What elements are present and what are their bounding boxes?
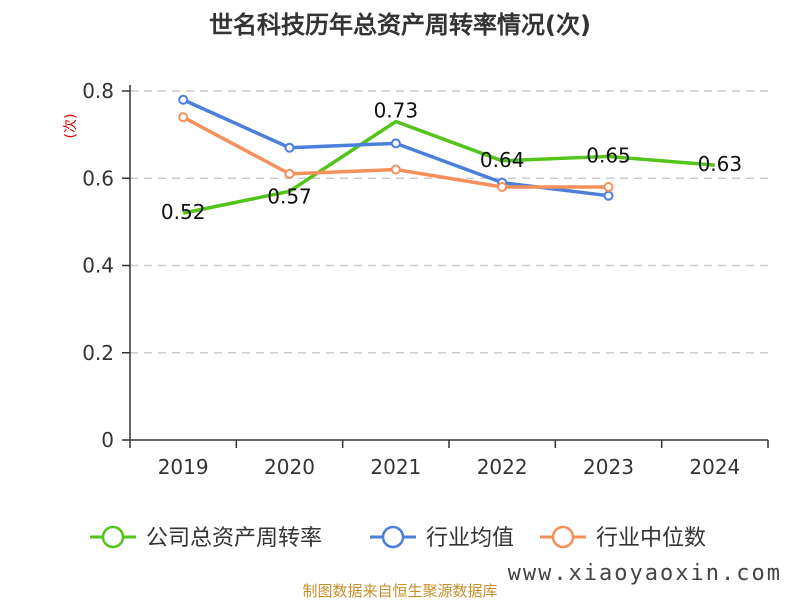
data-label: 0.63 [698, 152, 743, 176]
series-point-1 [603, 190, 614, 201]
x-tick-label: 2020 [264, 455, 315, 479]
series-point-1 [284, 142, 295, 153]
watermark-text: www.xiaoyaoxin.com [508, 561, 782, 586]
data-label: 0.65 [586, 143, 631, 167]
y-axis-unit-label: (次) [63, 114, 79, 139]
y-tick-label: 0.6 [82, 166, 114, 190]
series-point-2 [497, 181, 508, 192]
source-note: 制图数据来自恒生聚源数据库 [302, 582, 497, 600]
x-tick-label: 2024 [689, 455, 740, 479]
legend-label: 公司总资产周转率 [146, 526, 322, 551]
axes: 0 0.2 0.4 0.6 0.8 2019 2020 2021 2022 2023 2024 [82, 79, 769, 479]
y-tick-label: 0.4 [82, 254, 114, 278]
series-point-2 [603, 181, 614, 192]
data-label: 0.57 [267, 184, 312, 208]
gridlines [130, 90, 768, 354]
legend-marker [381, 525, 405, 549]
series-point-2 [390, 164, 401, 175]
y-tick-label: 0 [101, 428, 114, 452]
data-label: 0.64 [480, 148, 525, 172]
x-tick-label: 2022 [477, 455, 528, 479]
legend-item-0[interactable]: 公司总资产周转率 [90, 525, 322, 551]
x-tick-label: 2023 [583, 455, 634, 479]
series-point-1 [178, 94, 189, 105]
data-label: 0.73 [374, 99, 419, 123]
y-tick-label: 0.2 [82, 341, 114, 365]
chart-title: 世名科技历年总资产周转率情况(次) [209, 11, 591, 39]
series-point-2 [284, 168, 295, 179]
series-point-2 [178, 112, 189, 123]
legend-marker [551, 525, 575, 549]
legend-marker [101, 525, 125, 549]
data-label: 0.52 [161, 200, 206, 224]
series-lines [178, 94, 715, 215]
x-tick-label: 2021 [370, 455, 421, 479]
series-line-0 [182, 119, 715, 215]
legend-label: 行业中位数 [596, 526, 706, 551]
data-labels: 0.52 0.57 0.73 0.64 0.65 0.63 [161, 99, 742, 225]
x-tick-label: 2019 [158, 455, 209, 479]
legend-item-2[interactable]: 行业中位数 [540, 525, 706, 551]
legend-item-1[interactable]: 行业均值 [370, 525, 514, 551]
series-point-1 [390, 138, 401, 149]
legend-label: 行业均值 [426, 526, 514, 551]
y-tick-label: 0.8 [82, 79, 114, 103]
legend[interactable]: 公司总资产周转率 行业均值 行业中位数 [90, 525, 706, 551]
